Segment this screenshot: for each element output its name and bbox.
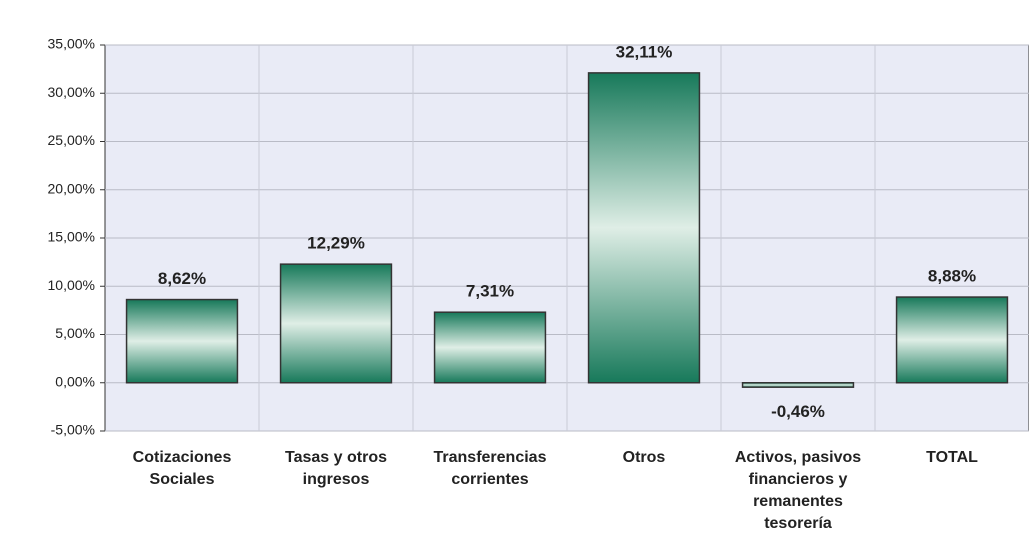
value-label: 32,11%: [616, 42, 673, 61]
bar: [587, 72, 701, 384]
bar: [125, 298, 239, 384]
y-tick-label: 10,00%: [48, 277, 95, 293]
x-tick-label: Cotizaciones Sociales: [132, 449, 232, 488]
value-label: 8,62%: [158, 269, 206, 288]
y-tick-label: 20,00%: [48, 180, 95, 196]
y-tick-label: 30,00%: [48, 84, 95, 100]
x-tick-label: Otros: [622, 449, 666, 466]
y-tick-label: 15,00%: [48, 229, 95, 245]
bar: [741, 382, 855, 388]
value-label: -0,46%: [771, 402, 825, 421]
x-tick-label: Activos, pasivos financieros y remanente…: [734, 449, 862, 532]
x-tick-label: TOTAL: [926, 449, 978, 466]
x-tick-label: Tasas y otros ingresos: [285, 449, 387, 488]
y-tick-label: 35,00%: [48, 36, 95, 52]
y-tick-label: -5,00%: [51, 422, 95, 438]
bar: [279, 263, 393, 384]
bar: [895, 296, 1009, 384]
y-tick-label: 0,00%: [55, 373, 95, 389]
y-tick-label: 5,00%: [55, 325, 95, 341]
y-tick-label: 25,00%: [48, 132, 95, 148]
value-label: 8,88%: [928, 267, 976, 286]
bar: [433, 311, 547, 384]
value-label: 12,29%: [307, 234, 365, 253]
x-tick-label: Transferencias corrientes: [433, 449, 547, 488]
value-label: 7,31%: [466, 282, 514, 301]
